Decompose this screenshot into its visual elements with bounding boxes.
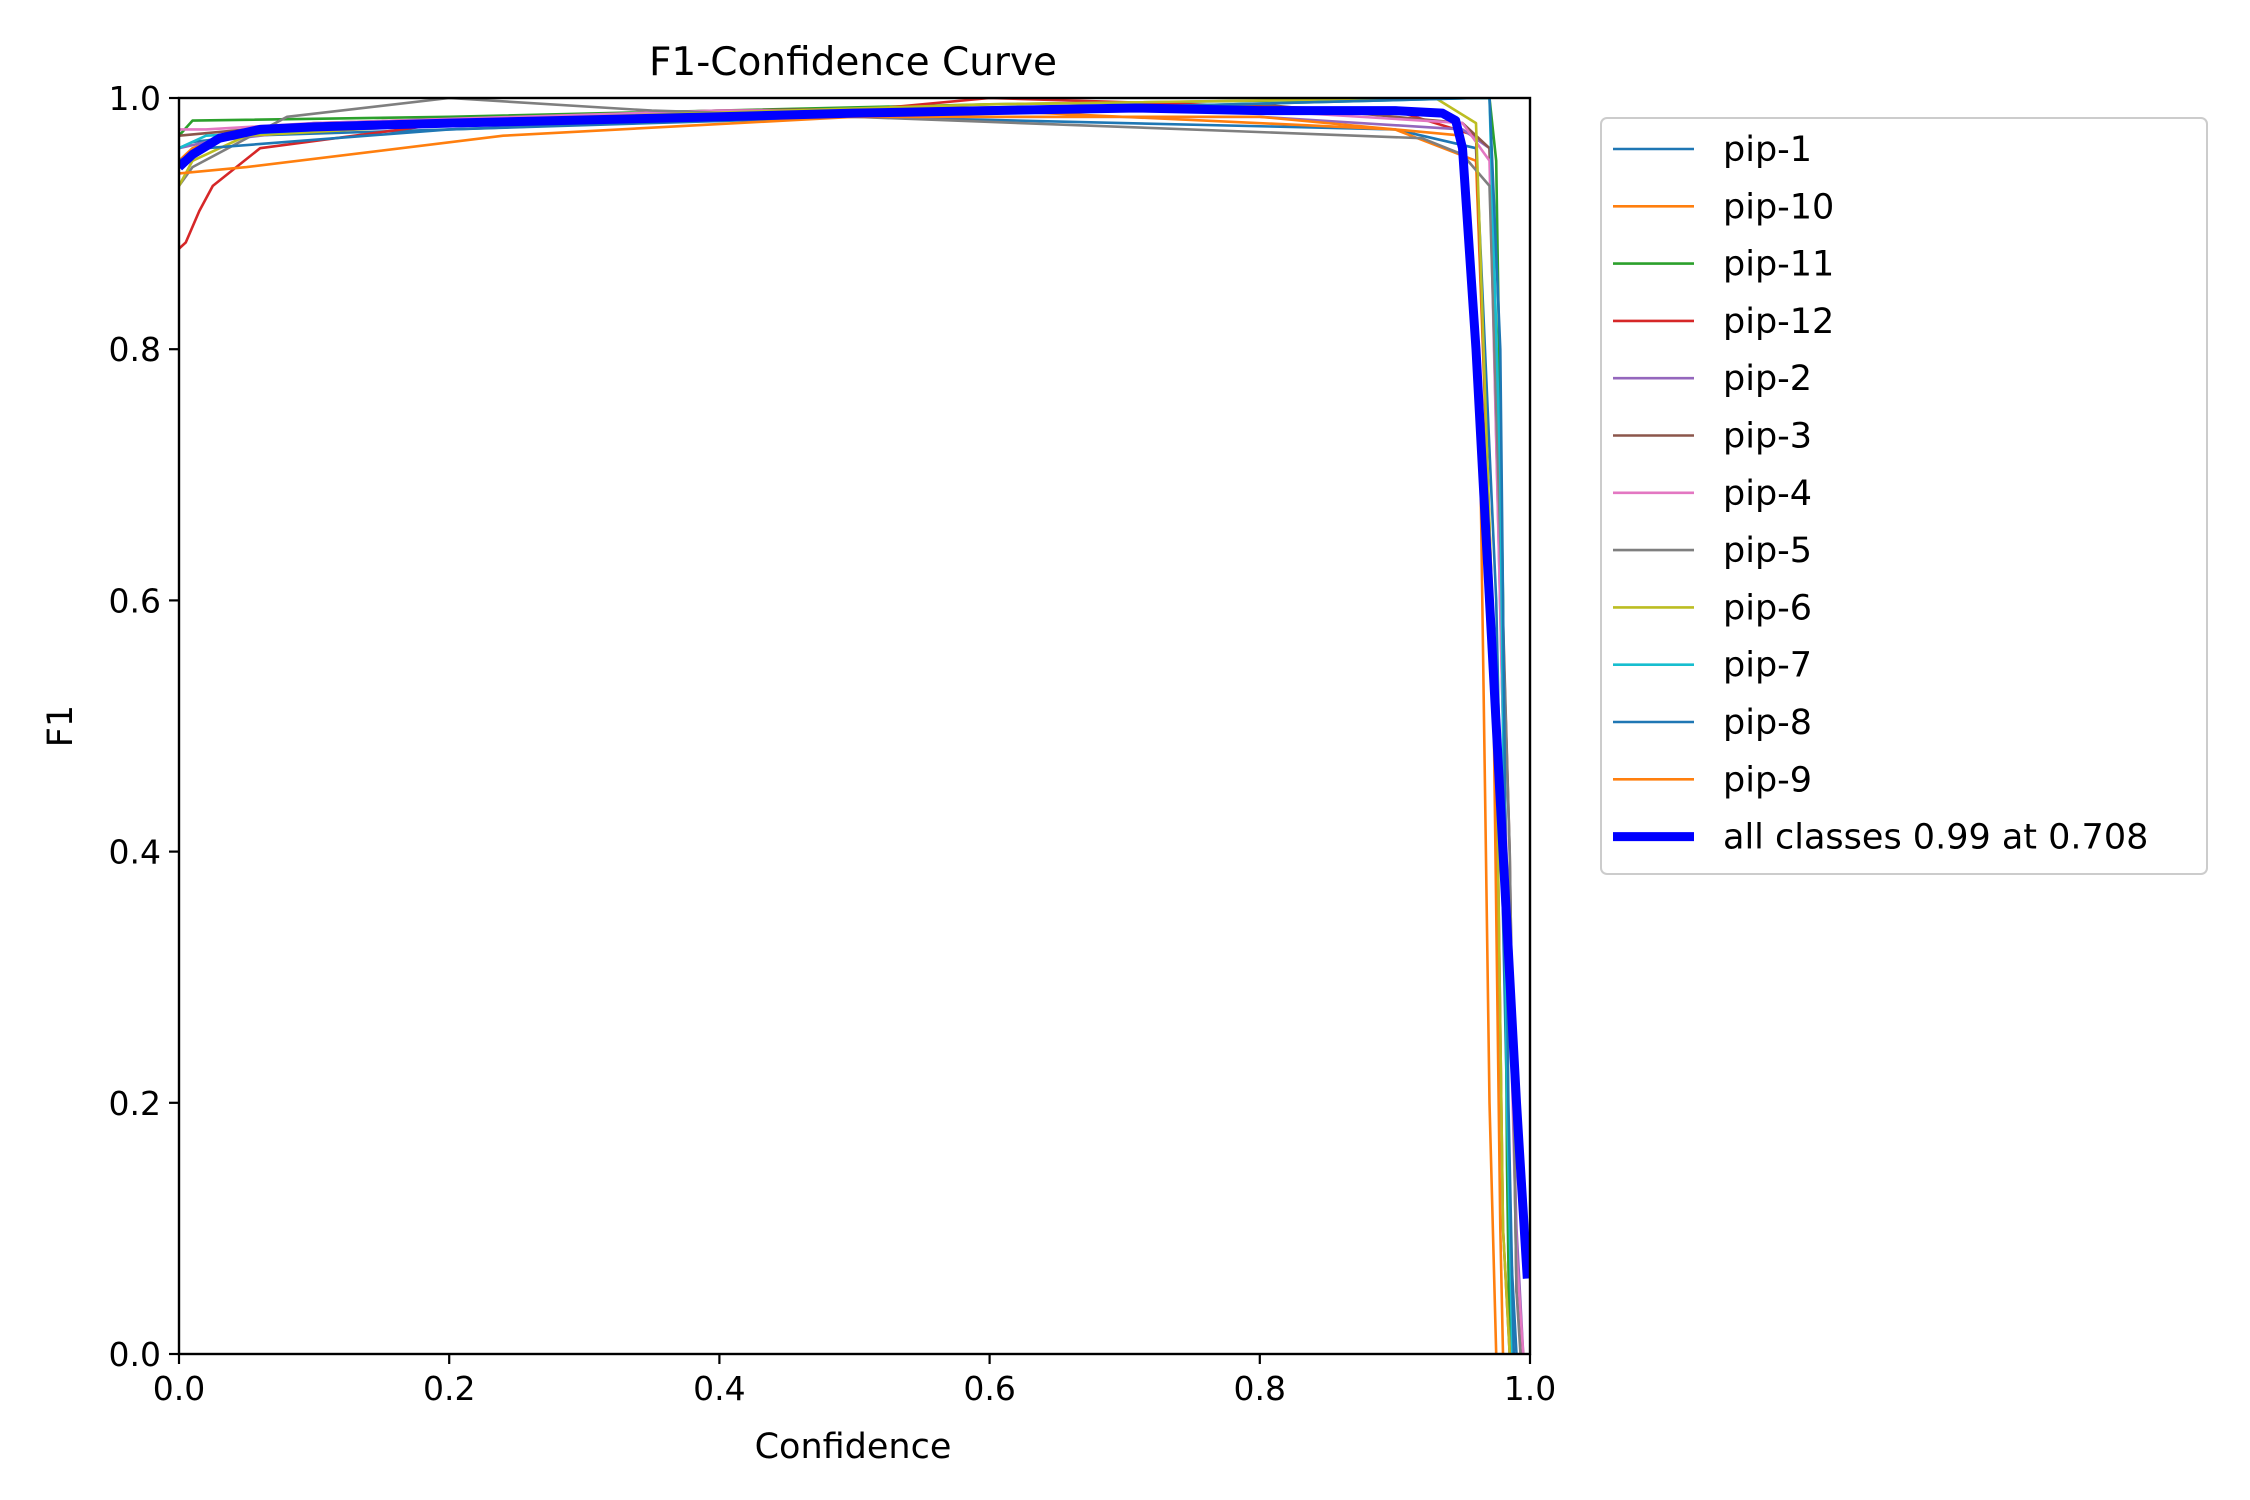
series-line-5 — [179, 103, 1525, 1354]
legend-label-7: pip-5 — [1723, 531, 1812, 571]
series-line-8 — [179, 98, 1511, 1354]
series-line-12 — [179, 103, 1530, 1279]
x-tick-label: 0.0 — [153, 1369, 205, 1408]
legend-entries: pip-1 pip-10 pip-11 pip-12 pip-2 pip-3 pip-4 pi… — [1613, 130, 2148, 858]
y-axis-label: F1 — [41, 705, 81, 747]
series-line-2 — [179, 98, 1511, 1354]
series-line-9 — [179, 98, 1514, 1354]
plot-frame — [177, 96, 1532, 1356]
series-layer — [179, 98, 1530, 1354]
legend-label-2: pip-11 — [1723, 245, 1834, 285]
y-tick-label: 0.6 — [109, 581, 161, 620]
legend-label-6: pip-4 — [1723, 474, 1812, 514]
legend: pip-1 pip-10 pip-11 pip-12 pip-2 pip-3 pip-4 pi… — [1600, 117, 2208, 875]
legend-label-3: pip-12 — [1723, 302, 1834, 342]
series-line-7 — [179, 98, 1522, 1354]
y-tick-label: 0.2 — [109, 1084, 161, 1123]
plot-area — [179, 98, 1530, 1354]
legend-label-12: all classes 0.99 at 0.708 — [1723, 818, 2148, 858]
series-line-0 — [179, 115, 1518, 1354]
legend-label-10: pip-8 — [1723, 703, 1812, 743]
legend-label-9: pip-7 — [1723, 646, 1812, 686]
series-line-11 — [179, 115, 1498, 1354]
x-tick-label: 0.4 — [693, 1369, 745, 1408]
y-axis: 0.0 0.2 0.4 0.6 0.8 1.0 — [109, 79, 179, 1374]
series-line-10 — [179, 98, 1516, 1354]
x-axis: 0.0 0.2 0.4 0.6 0.8 1.0 — [153, 1354, 1556, 1408]
series-line-6 — [179, 109, 1525, 1354]
x-axis-label: Confidence — [755, 1427, 952, 1467]
y-tick-label: 1.0 — [109, 79, 161, 118]
series-line-4 — [179, 115, 1525, 1354]
x-tick-label: 1.0 — [1504, 1369, 1556, 1408]
legend-label-4: pip-2 — [1723, 359, 1812, 399]
y-tick-label: 0.4 — [109, 833, 161, 872]
y-tick-label: 0.8 — [109, 330, 161, 369]
series-line-3 — [179, 98, 1511, 1354]
x-tick-label: 0.8 — [1234, 1369, 1286, 1408]
chart-title: F1-Confidence Curve — [649, 40, 1057, 85]
series-line-1 — [179, 109, 1505, 1354]
legend-label-11: pip-9 — [1723, 760, 1812, 800]
legend-box — [1600, 117, 2208, 875]
y-tick-label: 0.0 — [109, 1335, 161, 1374]
legend-label-1: pip-10 — [1723, 187, 1834, 227]
legend-label-0: pip-1 — [1723, 130, 1812, 170]
x-tick-label: 0.6 — [963, 1369, 1015, 1408]
x-tick-label: 0.2 — [423, 1369, 475, 1408]
legend-label-8: pip-6 — [1723, 588, 1812, 628]
legend-label-5: pip-3 — [1723, 417, 1812, 457]
